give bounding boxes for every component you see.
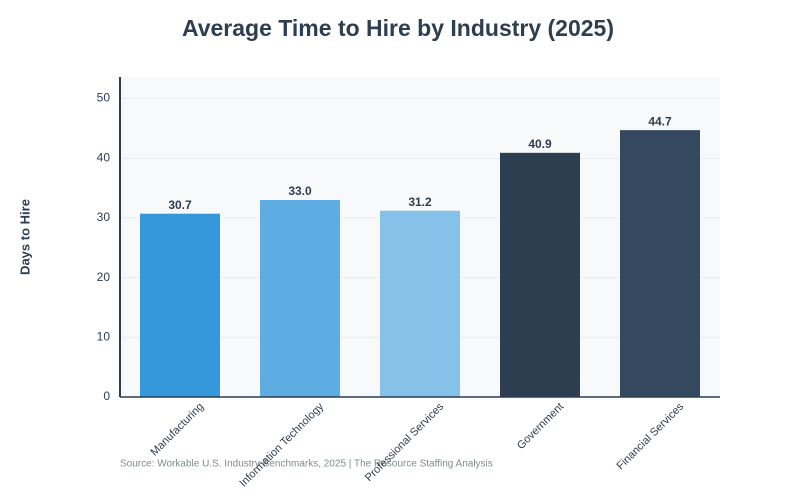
bar — [140, 213, 220, 397]
y-tick-label: 50 — [97, 91, 111, 105]
bar — [500, 152, 580, 397]
bar — [260, 199, 340, 397]
data-label: 31.2 — [408, 195, 432, 209]
data-label: 33.0 — [288, 184, 312, 198]
y-tick-label: 40 — [97, 150, 111, 164]
chart-title: Average Time to Hire by Industry (2025) — [182, 15, 614, 41]
bar — [380, 210, 460, 397]
x-tick-label: Government — [515, 401, 566, 452]
y-tick-label: 20 — [97, 270, 111, 284]
y-tick-label: 0 — [103, 389, 110, 403]
y-axis-label: Days to Hire — [17, 199, 32, 275]
x-tick-label: Financial Services — [615, 400, 687, 472]
x-tick-label: Manufacturing — [148, 401, 206, 459]
data-label: 40.9 — [528, 137, 552, 151]
x-tick-label: Professional Services — [363, 400, 447, 484]
x-tick-label: Information Technology — [237, 400, 326, 489]
bar — [620, 130, 700, 397]
y-tick-label: 10 — [97, 329, 111, 343]
data-label: 44.7 — [648, 114, 672, 128]
source-note: Source: Workable U.S. Industry Benchmark… — [120, 459, 493, 470]
y-tick-label: 30 — [97, 210, 111, 224]
data-label: 30.7 — [168, 198, 192, 212]
